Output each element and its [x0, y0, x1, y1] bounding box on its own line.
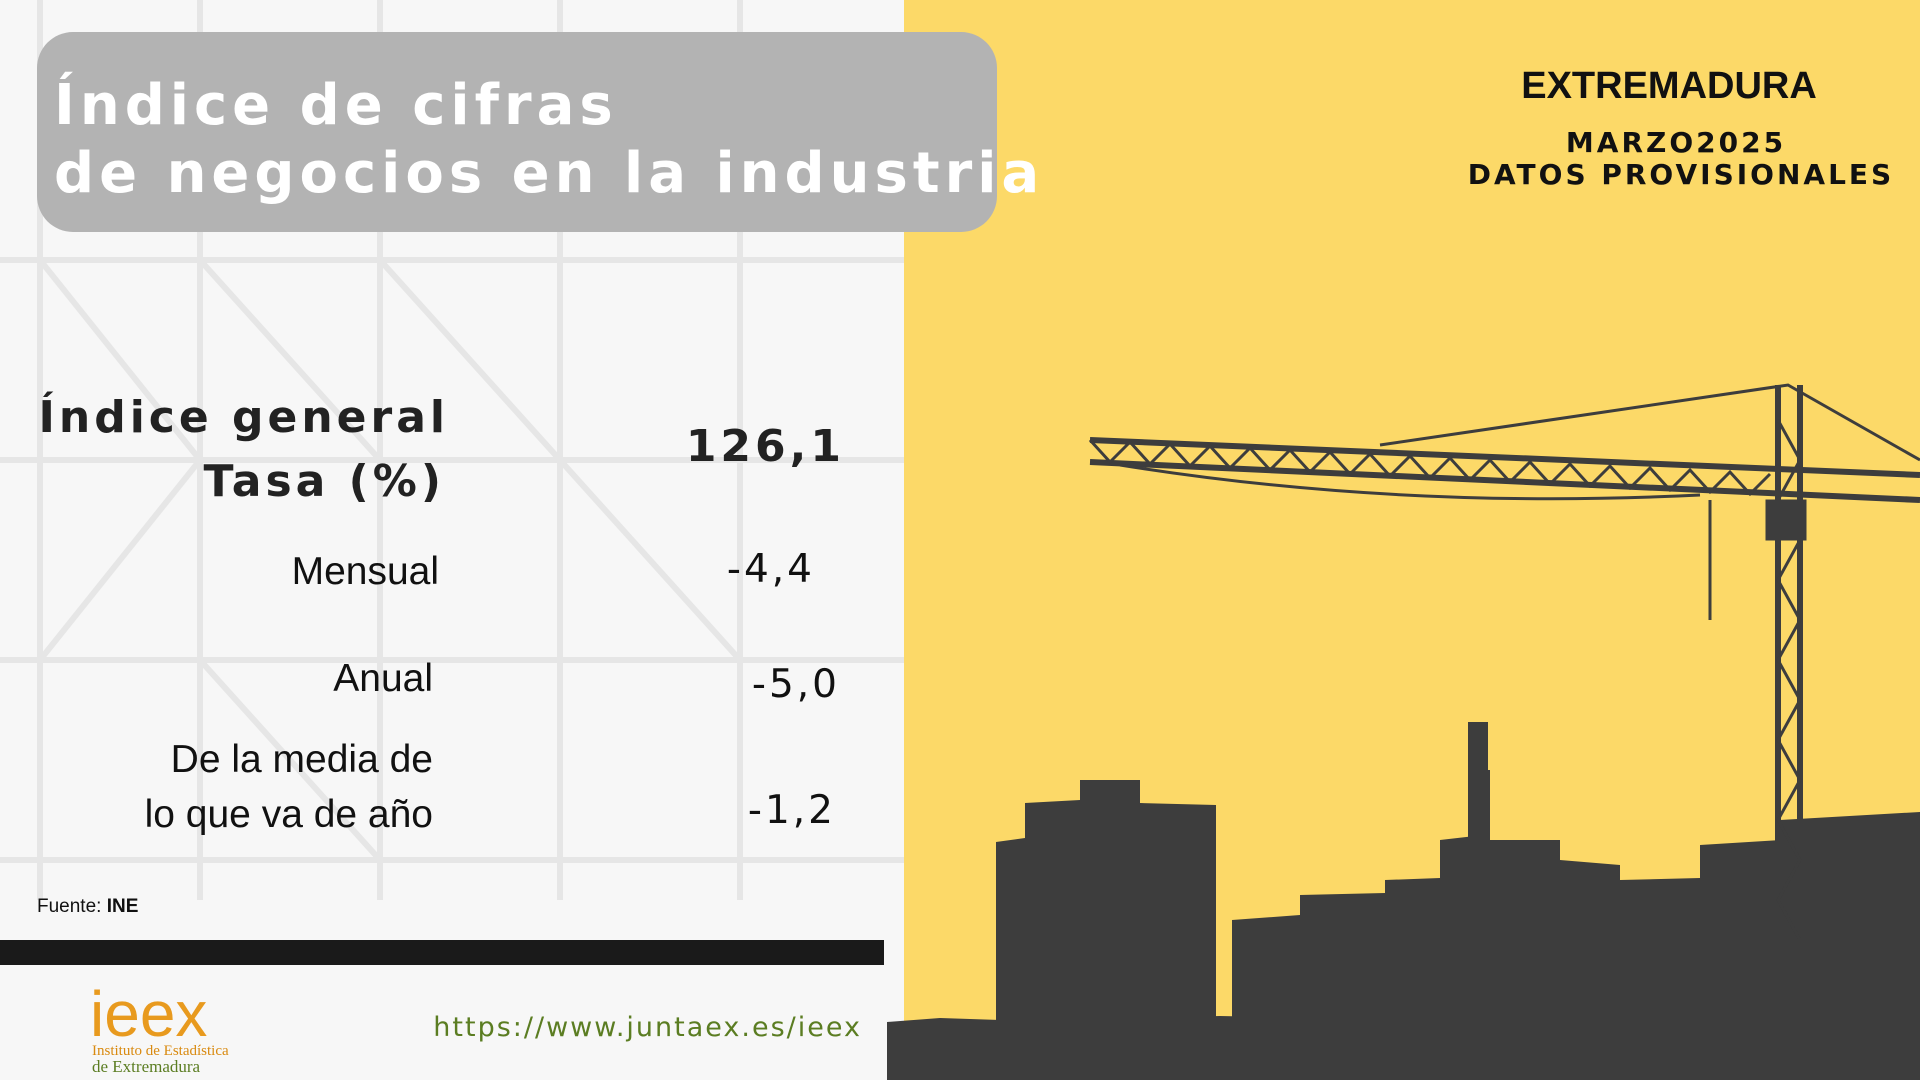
row-label: lo que va de año [145, 793, 433, 836]
source-name: INE [107, 896, 139, 917]
rate-heading: Tasa (%) [203, 456, 445, 507]
row-value: -5,0 [752, 662, 840, 707]
general-label: Índice general [39, 390, 450, 443]
row-value: -4,4 [727, 547, 815, 592]
url: https://www.juntaex.es/ieex [433, 1012, 862, 1043]
status: DATOS PROVISIONALES [1468, 158, 1894, 191]
title-line: de negocios en la industria [54, 141, 1044, 206]
region: EXTREMADURA [1521, 65, 1817, 107]
row-label: De la media de [171, 738, 433, 781]
period: MARZO2025 [1566, 126, 1786, 159]
title-box [37, 32, 997, 232]
logo: ieex [90, 978, 207, 1050]
crane-silhouette [1088, 383, 1920, 1000]
row-value: -1,2 [748, 788, 836, 833]
divider-bar [0, 940, 884, 965]
logo-text: Instituto de Estadística [92, 1043, 229, 1059]
row-label: Anual [333, 657, 433, 700]
title-line: Índice de cifras [54, 72, 618, 138]
scaffold-background [0, 0, 904, 900]
general-value: 126,1 [686, 421, 845, 472]
source: Fuente: INE [37, 896, 138, 917]
skyline-silhouette [887, 722, 1920, 1080]
source-label: Fuente: [37, 896, 101, 917]
row-label: Mensual [292, 550, 439, 593]
logo-text: de Extremadura [92, 1057, 201, 1076]
